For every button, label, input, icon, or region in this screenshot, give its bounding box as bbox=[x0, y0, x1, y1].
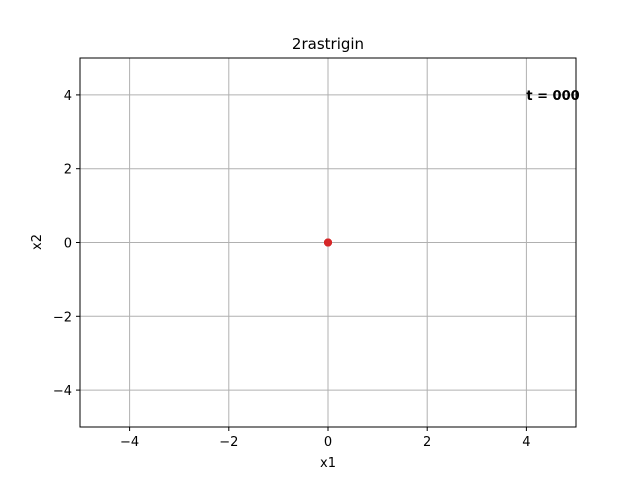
x-tick-label: −2 bbox=[219, 435, 238, 450]
x-tick-label: 2 bbox=[423, 435, 431, 450]
y-tick-label: −2 bbox=[53, 310, 72, 325]
y-tick-label: 2 bbox=[64, 163, 72, 178]
scatter-points bbox=[324, 238, 332, 247]
x-tick-label: 0 bbox=[324, 435, 332, 450]
y-tick-label: 0 bbox=[64, 237, 72, 252]
axis-ticks: −4 −2 0 2 4 −4 −2 0 2 4 bbox=[53, 89, 531, 450]
grid bbox=[80, 58, 576, 427]
chart-title: 2rastrigin bbox=[292, 35, 364, 53]
data-point bbox=[324, 238, 332, 247]
y-tick-label: −4 bbox=[53, 384, 72, 399]
x-tick-label: −4 bbox=[120, 435, 139, 450]
x-tick-label: 4 bbox=[522, 435, 530, 450]
y-axis-label: x2 bbox=[30, 234, 45, 250]
time-annotation: t = 000 bbox=[526, 89, 579, 104]
y-tick-label: 4 bbox=[64, 89, 72, 104]
x-axis-label: x1 bbox=[320, 456, 336, 471]
